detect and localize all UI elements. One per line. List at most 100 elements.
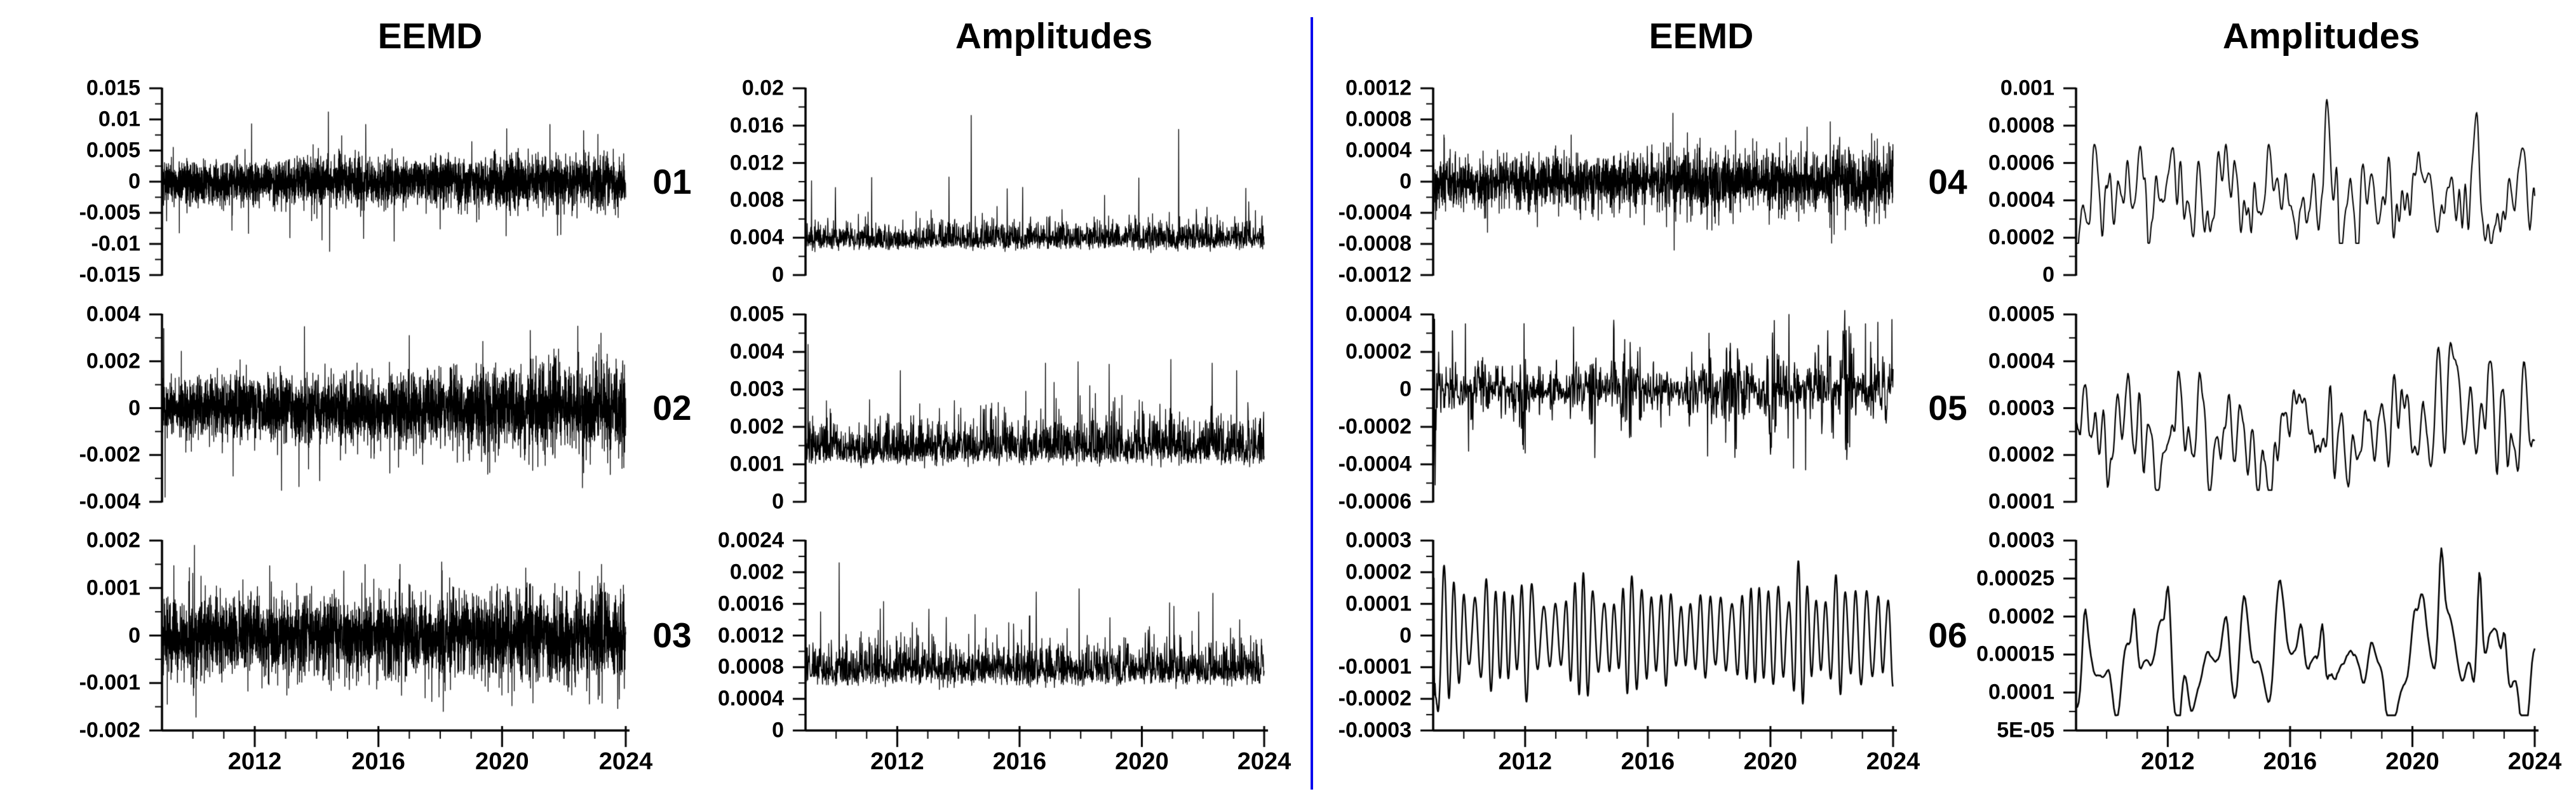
y-tick-label: 0.0004 bbox=[1988, 187, 2054, 212]
y-tick-label: 0.003 bbox=[729, 377, 784, 401]
y-tick-label: -0.01 bbox=[91, 231, 141, 256]
y-tick-label: -0.0002 bbox=[1338, 414, 1412, 439]
row-label-05: 05 bbox=[1928, 388, 1967, 427]
y-tick-label: 0.0012 bbox=[718, 623, 784, 647]
y-tick-label: -0.002 bbox=[79, 442, 140, 467]
y-tick-label: 0.0004 bbox=[1345, 138, 1412, 163]
x-tick-label: 2012 bbox=[1498, 748, 1553, 775]
x-tick-label: 2024 bbox=[1237, 748, 1291, 775]
x-tick-label: 2012 bbox=[870, 748, 924, 775]
y-tick-label: 0.0004 bbox=[1345, 302, 1412, 326]
y-tick-label: 0.0002 bbox=[1988, 604, 2054, 629]
column-title-amplitudes-left: Amplitudes bbox=[955, 16, 1153, 57]
y-tick-label: 0 bbox=[128, 623, 140, 647]
y-tick-label: -0.002 bbox=[79, 718, 140, 743]
column-title-amplitudes-right: Amplitudes bbox=[2222, 16, 2420, 57]
x-tick-label: 2020 bbox=[1743, 748, 1798, 775]
y-tick-label: 0 bbox=[128, 396, 140, 420]
y-tick-label: 0.00015 bbox=[1976, 642, 2054, 666]
y-tick-label: 0.004 bbox=[729, 225, 784, 250]
y-tick-label: 0.01 bbox=[98, 107, 140, 131]
y-tick-label: -0.001 bbox=[79, 670, 140, 695]
y-tick-label: -0.0003 bbox=[1338, 718, 1412, 743]
column-title-eemd-left: EEMD bbox=[377, 16, 483, 57]
y-tick-label: 0.0002 bbox=[1988, 442, 2054, 467]
y-tick-label: 0.00025 bbox=[1976, 566, 2054, 591]
y-tick-label: 0.016 bbox=[729, 113, 784, 138]
y-tick-label: 0 bbox=[1399, 623, 1412, 647]
y-tick-label: 0.0008 bbox=[1345, 107, 1412, 131]
y-tick-label: 0.0008 bbox=[1988, 113, 2054, 138]
y-tick-label: 0.004 bbox=[86, 302, 140, 326]
y-tick-label: 0.0001 bbox=[1345, 591, 1412, 616]
y-tick-label: 0.001 bbox=[729, 452, 784, 476]
y-tick-label: 0.005 bbox=[729, 302, 784, 326]
y-tick-label: 0.015 bbox=[86, 76, 140, 100]
y-tick-label: 0.0002 bbox=[1345, 339, 1412, 364]
y-tick-label: 0 bbox=[1399, 169, 1412, 194]
y-tick-label: 0.0003 bbox=[1345, 528, 1412, 553]
y-tick-label: 0.0004 bbox=[718, 686, 784, 711]
x-tick-label: 2016 bbox=[992, 748, 1047, 775]
y-tick-label: 0.005 bbox=[86, 138, 140, 163]
y-tick-label: 0.0001 bbox=[1988, 489, 2054, 514]
y-tick-label: 0.0001 bbox=[1988, 680, 2054, 704]
y-tick-label: 0.0003 bbox=[1988, 396, 2054, 420]
y-tick-label: -0.0002 bbox=[1338, 686, 1412, 711]
y-tick-label: -0.015 bbox=[79, 262, 140, 287]
y-tick-label: 0.0004 bbox=[1988, 349, 2054, 374]
y-tick-label: 0.002 bbox=[86, 349, 140, 374]
x-tick-label: 2024 bbox=[1866, 748, 1920, 775]
y-tick-label: 0 bbox=[128, 169, 140, 194]
y-tick-label: 0.0008 bbox=[718, 654, 784, 679]
x-tick-label: 2016 bbox=[1621, 748, 1675, 775]
x-tick-label: 2024 bbox=[2507, 748, 2562, 775]
y-tick-label: -0.005 bbox=[79, 200, 140, 225]
y-tick-label: 0.004 bbox=[729, 339, 784, 364]
x-tick-label: 2012 bbox=[2141, 748, 2195, 775]
y-tick-label: 0.012 bbox=[729, 151, 784, 175]
y-tick-label: -0.0012 bbox=[1338, 262, 1412, 287]
y-tick-label: 0.001 bbox=[86, 576, 140, 600]
y-tick-label: 0 bbox=[772, 718, 784, 743]
row-label-06: 06 bbox=[1928, 616, 1967, 655]
x-tick-label: 2020 bbox=[475, 748, 529, 775]
x-tick-label: 2016 bbox=[351, 748, 405, 775]
y-tick-label: -0.0008 bbox=[1338, 231, 1412, 256]
y-tick-label: 0.0005 bbox=[1988, 302, 2054, 326]
y-tick-label: 0.008 bbox=[729, 187, 784, 212]
y-tick-label: 0.02 bbox=[741, 76, 784, 100]
y-tick-label: -0.004 bbox=[79, 489, 140, 514]
x-tick-label: 2020 bbox=[1115, 748, 1169, 775]
y-tick-label: 0.0006 bbox=[1988, 151, 2054, 175]
x-tick-label: 2016 bbox=[2263, 748, 2317, 775]
y-tick-label: 0.0012 bbox=[1345, 76, 1412, 100]
panel-divider-line bbox=[1311, 17, 1313, 790]
y-tick-label: 0.002 bbox=[86, 528, 140, 553]
y-tick-label: 0.002 bbox=[729, 414, 784, 439]
y-tick-label: 0.0003 bbox=[1988, 528, 2054, 553]
y-tick-label: 0.0002 bbox=[1988, 225, 2054, 250]
y-tick-label: 0.001 bbox=[2000, 76, 2054, 100]
column-title-eemd-right: EEMD bbox=[1649, 16, 1754, 57]
y-tick-label: 0 bbox=[772, 489, 784, 514]
row-label-03: 03 bbox=[652, 616, 692, 655]
y-tick-label: 0.0024 bbox=[718, 528, 784, 553]
y-tick-label: 0.0016 bbox=[718, 591, 784, 616]
y-tick-label: 0 bbox=[772, 262, 784, 287]
y-tick-label: 0 bbox=[1399, 377, 1412, 401]
y-tick-label: 5E-05 bbox=[1997, 718, 2054, 743]
row-label-01: 01 bbox=[652, 162, 692, 201]
y-tick-label: 0.002 bbox=[729, 560, 784, 584]
row-label-02: 02 bbox=[652, 388, 692, 427]
x-tick-label: 2012 bbox=[227, 748, 282, 775]
x-tick-label: 2024 bbox=[598, 748, 653, 775]
y-tick-label: -0.0004 bbox=[1338, 452, 1412, 476]
y-tick-label: -0.0006 bbox=[1338, 489, 1412, 514]
y-tick-label: 0.0002 bbox=[1345, 560, 1412, 584]
y-tick-label: -0.0004 bbox=[1338, 200, 1412, 225]
y-tick-label: -0.0001 bbox=[1338, 654, 1412, 679]
x-tick-label: 2020 bbox=[2385, 748, 2439, 775]
